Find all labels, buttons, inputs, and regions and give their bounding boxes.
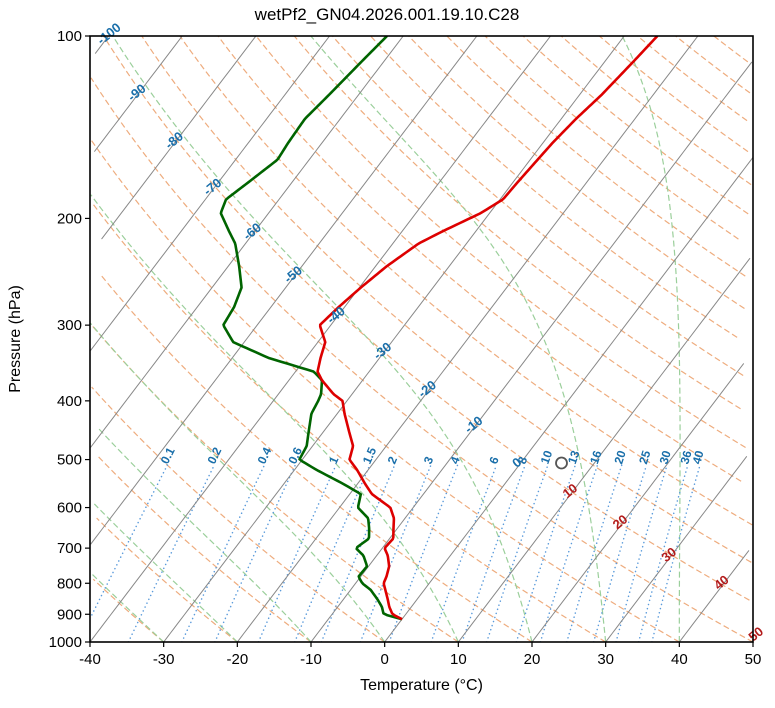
- svg-text:700: 700: [57, 540, 82, 557]
- svg-text:900: 900: [57, 606, 82, 623]
- svg-text:20: 20: [524, 651, 541, 668]
- svg-text:0: 0: [380, 651, 388, 668]
- svg-text:500: 500: [57, 452, 82, 469]
- svg-text:200: 200: [57, 210, 82, 227]
- svg-text:600: 600: [57, 500, 82, 517]
- svg-text:1000: 1000: [49, 634, 82, 651]
- svg-text:10: 10: [450, 651, 467, 668]
- svg-text:50: 50: [745, 651, 762, 668]
- svg-text:800: 800: [57, 575, 82, 592]
- svg-text:100: 100: [57, 28, 82, 45]
- svg-text:-30: -30: [153, 651, 175, 668]
- svg-text:30: 30: [597, 651, 614, 668]
- svg-text:wetPf2_GN04.2026.001.19.10.C28: wetPf2_GN04.2026.001.19.10.C28: [254, 5, 520, 24]
- svg-text:-10: -10: [300, 651, 322, 668]
- svg-text:400: 400: [57, 393, 82, 410]
- svg-text:40: 40: [671, 651, 688, 668]
- svg-text:300: 300: [57, 317, 82, 334]
- svg-text:Pressure (hPa): Pressure (hPa): [7, 285, 24, 393]
- svg-text:-40: -40: [79, 651, 101, 668]
- svg-text:-20: -20: [226, 651, 248, 668]
- svg-text:Temperature (°C): Temperature (°C): [360, 677, 483, 694]
